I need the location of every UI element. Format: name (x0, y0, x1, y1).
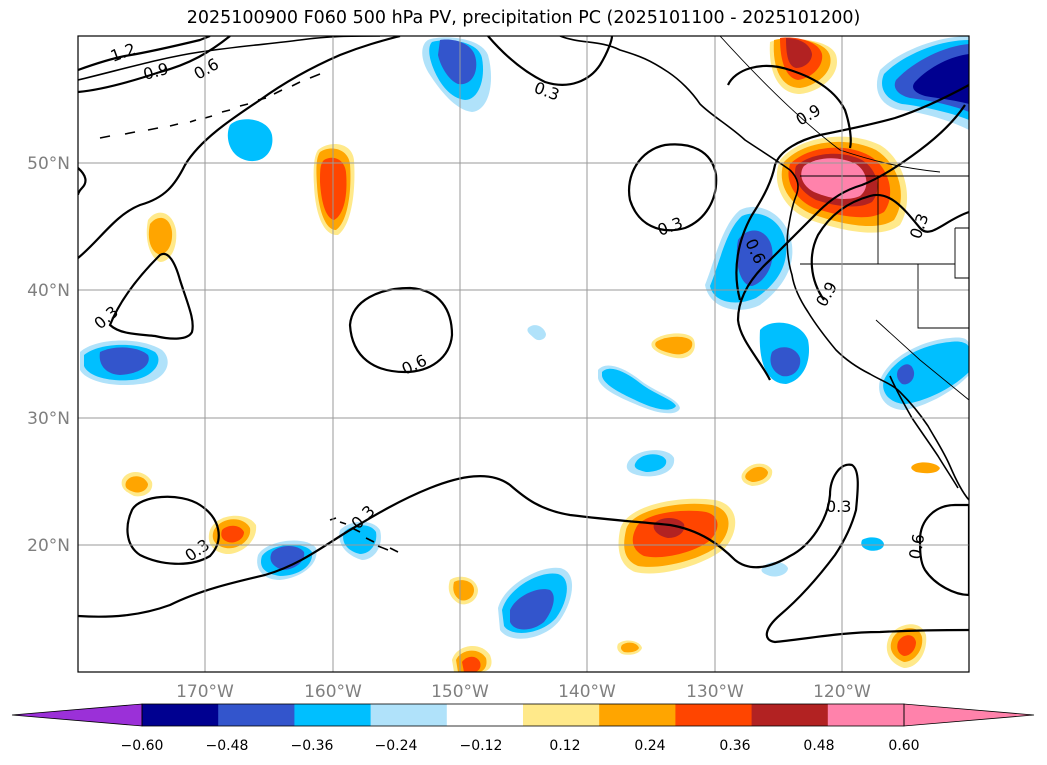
lon-tick-label: 150°W (431, 682, 489, 702)
pv-contour-0p6-nw (78, 36, 401, 259)
neg-anomaly-california-core (770, 347, 801, 377)
pv-contour-0p3-loop-west (108, 252, 194, 340)
lon-tick-label: 120°W (813, 682, 871, 702)
contour-label: 0.3 (826, 497, 851, 516)
bc-coast (786, 169, 969, 501)
pv-contour-0p3-loop-south (126, 495, 220, 565)
pv-contour-0p3-east (810, 193, 969, 301)
colorbar: −0.60 −0.48 −0.36 −0.24 −0.12 0.12 0.24 … (11, 703, 1035, 754)
lon-tick-label: 170°W (176, 682, 234, 702)
pv-contour-0p3-loop-baja (918, 503, 969, 597)
lon-tick-label: 160°W (304, 682, 362, 702)
neg-anomaly-aleutian (227, 119, 273, 162)
lon-tick-label: 140°W (558, 682, 616, 702)
plot-area: 1.2 0.9 0.6 0.3 0.3 0.6 0.3 0.3 0.3 0.6 … (78, 36, 969, 672)
pos-anomaly-southwest-2-inner (221, 525, 244, 543)
neg-anomaly-west-inner (99, 347, 149, 375)
pos-anomaly-northwest-core (148, 217, 173, 255)
neg-anomaly-south-inner (510, 589, 554, 630)
neg-anomaly-small-3 (861, 537, 884, 551)
colorbar-segments (142, 704, 905, 726)
colorbar-tick-label: 0.36 (719, 738, 750, 754)
pv-contour-0p9-nw (78, 36, 231, 94)
colorbar-tick-label: 0.48 (803, 738, 834, 754)
lon-tick-label: 130°W (686, 682, 744, 702)
colorbar-tick-label: 0.24 (634, 738, 665, 754)
neg-anomaly-oregon-inner (736, 230, 773, 286)
lon-tick-labels: 170°W 160°W 150°W 140°W 130°W 120°W (176, 682, 871, 702)
colorbar-segment (142, 704, 219, 726)
lat-tick-label: 40°N (27, 281, 70, 301)
colorbar-tick-label: 0.60 (888, 738, 919, 754)
pos-anomaly-south-1-core (453, 580, 474, 601)
pos-anomaly-southwest-1-core (125, 476, 148, 493)
colorbar-tick-labels: −0.60 −0.48 −0.36 −0.24 −0.12 0.12 0.24 … (121, 738, 920, 754)
colorbar-segment (294, 704, 372, 726)
lat-tick-label: 50°N (27, 154, 70, 174)
colorbar-tick-label: −0.48 (206, 738, 249, 754)
lat-tick-labels: 50°N 40°N 30°N 20°N (27, 154, 70, 556)
colorbar-segment (446, 704, 524, 726)
colorbar-frame (141, 703, 905, 727)
colorbar-min-extend (11, 703, 143, 727)
alaska-border (719, 36, 941, 173)
neg-anomaly-southwest-core (883, 341, 969, 404)
neg-anomaly-diagonal-core (602, 368, 676, 410)
pos-anomaly-south-3-core (620, 642, 639, 653)
neg-anomaly-mid-1-core (634, 454, 667, 472)
pos-anomaly-east-1-core (655, 336, 693, 355)
pos-anomaly-mid-1-core (745, 466, 768, 482)
neg-anomaly-gulf-west-inner (438, 39, 477, 85)
pv-contour-0p9-east (736, 104, 966, 381)
pos-anomaly-alaska-max (786, 38, 812, 68)
pos-anomaly-southeast-inner (897, 635, 916, 656)
colorbar-segment (218, 704, 295, 726)
colorbar-tick-label: −0.12 (460, 738, 503, 754)
lat-tick-label: 20°N (27, 536, 70, 556)
neg-anomaly-hawaii-core (343, 525, 377, 554)
gridlines (78, 36, 969, 672)
state-borders (800, 176, 969, 401)
pos-anomaly-south-2-inner (462, 656, 481, 672)
map-frame (77, 35, 970, 673)
colorbar-segment (751, 704, 829, 726)
colorbar-segment (370, 704, 448, 726)
pv-contour-0p6-circle (348, 286, 454, 374)
colorbar-segment (599, 704, 676, 726)
baja-coast (889, 375, 959, 489)
borders (719, 36, 969, 401)
pv-contour-0p3-subtropical (78, 463, 969, 644)
colorbar-tick-label: −0.24 (375, 738, 418, 754)
neg-anomaly-small-1 (527, 325, 546, 341)
pv-contour-0p3-loop-mid (627, 143, 718, 232)
colorbar-segment (523, 704, 600, 726)
pv-contour-1p2 (78, 36, 211, 72)
colorbar-segment (827, 704, 905, 726)
colorbar-tick-label: −0.36 (291, 738, 334, 754)
pv-contour-0p3-arc-top (487, 36, 614, 86)
pos-anomaly-baja (911, 462, 940, 474)
map-title: 2025100900 F060 500 hPa PV, precipitatio… (186, 8, 861, 28)
colorbar-tick-label: −0.60 (121, 738, 164, 754)
pv-contour-0p6-east (735, 84, 969, 301)
lat-tick-label: 30°N (27, 409, 70, 429)
pos-anomaly-subtropical-max (653, 518, 685, 538)
colorbar-segment (675, 704, 753, 726)
colorbar-max-extend (903, 703, 1035, 727)
neg-anomaly-southwest-inner (897, 364, 915, 385)
contour-label: 0.6 (905, 532, 928, 560)
colorbar-tick-label: 0.12 (549, 738, 580, 754)
